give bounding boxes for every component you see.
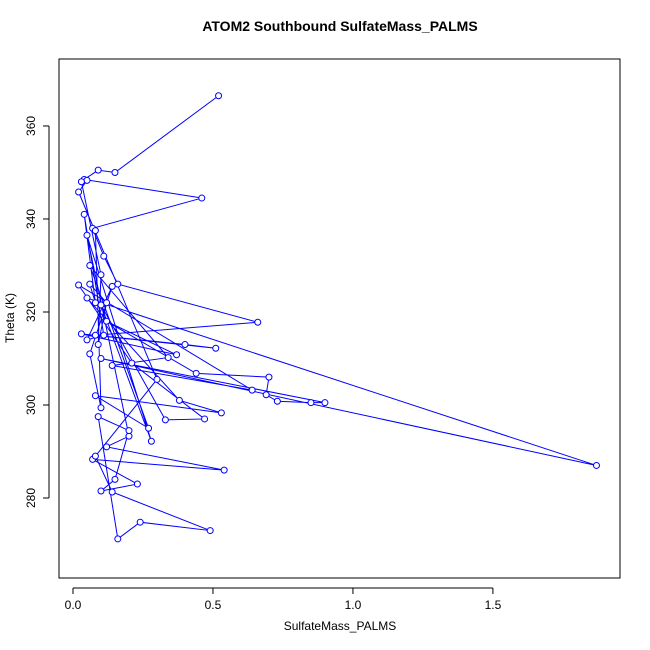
data-point xyxy=(86,350,94,358)
data-point xyxy=(153,375,161,383)
data-point xyxy=(100,252,108,260)
data-point xyxy=(164,354,172,362)
data-point xyxy=(86,280,94,288)
data-point xyxy=(86,261,94,269)
data-point xyxy=(91,392,99,400)
y-axis-label: Theta (K) xyxy=(3,293,17,343)
data-point xyxy=(265,373,273,381)
data-point xyxy=(111,475,119,483)
y-tick-label: 340 xyxy=(24,209,38,229)
data-point xyxy=(321,399,329,407)
data-point xyxy=(97,301,105,309)
data-point xyxy=(75,188,83,196)
data-point xyxy=(215,92,223,100)
data-point xyxy=(114,535,122,543)
data-point xyxy=(217,409,225,417)
data-point xyxy=(128,359,136,367)
data-point xyxy=(80,210,88,218)
data-point xyxy=(114,280,122,288)
data-point xyxy=(94,166,102,174)
data-point xyxy=(161,416,169,424)
data-point xyxy=(100,331,108,339)
data-point xyxy=(145,424,153,432)
data-point xyxy=(220,466,228,474)
y-tick-label: 360 xyxy=(24,116,38,136)
data-point xyxy=(94,413,102,421)
data-point xyxy=(133,480,141,488)
data-point xyxy=(97,487,105,495)
data-point xyxy=(83,336,91,344)
data-point xyxy=(103,317,111,325)
data-point xyxy=(192,369,200,377)
plot-box xyxy=(58,58,621,579)
data-point xyxy=(91,452,99,460)
data-point xyxy=(181,341,189,349)
data-point xyxy=(198,194,206,202)
data-point xyxy=(108,282,116,290)
data-point xyxy=(173,351,181,359)
data-point xyxy=(77,178,85,186)
data-point xyxy=(248,386,256,394)
data-point xyxy=(212,344,220,352)
y-tick-label: 300 xyxy=(24,395,38,415)
data-point xyxy=(75,281,83,289)
data-point xyxy=(91,227,99,235)
data-point xyxy=(175,396,183,404)
data-point xyxy=(201,415,209,423)
data-point xyxy=(147,437,155,445)
data-point xyxy=(108,488,116,496)
data-point xyxy=(254,318,262,326)
x-tick-label: 0.5 xyxy=(205,598,222,612)
y-tick-label: 280 xyxy=(24,488,38,508)
x-axis-label: SulfateMass_PALMS xyxy=(284,619,397,633)
data-point xyxy=(97,404,105,412)
data-point xyxy=(83,231,91,239)
x-tick-label: 1.0 xyxy=(345,598,362,612)
data-point xyxy=(108,361,116,369)
data-point xyxy=(91,299,99,307)
data-point xyxy=(83,294,91,302)
data-point xyxy=(273,397,281,405)
data-point xyxy=(97,271,105,279)
data-point xyxy=(111,168,119,176)
chart-title: ATOM2 Southbound SulfateMass_PALMS xyxy=(202,18,477,34)
data-point xyxy=(97,354,105,362)
data-line xyxy=(78,95,597,540)
y-tick-label: 320 xyxy=(24,302,38,322)
data-point xyxy=(592,461,600,469)
data-point xyxy=(103,299,111,307)
data-point xyxy=(83,176,91,184)
x-tick-label: 1.5 xyxy=(485,598,502,612)
data-point xyxy=(91,331,99,339)
data-point xyxy=(307,399,315,407)
x-tick-label: 0.0 xyxy=(65,598,82,612)
data-point xyxy=(77,330,85,338)
data-point xyxy=(206,527,214,535)
data-point xyxy=(125,427,133,435)
data-point xyxy=(94,341,102,349)
data-point xyxy=(103,443,111,451)
data-point xyxy=(136,518,144,526)
data-point xyxy=(262,391,270,399)
